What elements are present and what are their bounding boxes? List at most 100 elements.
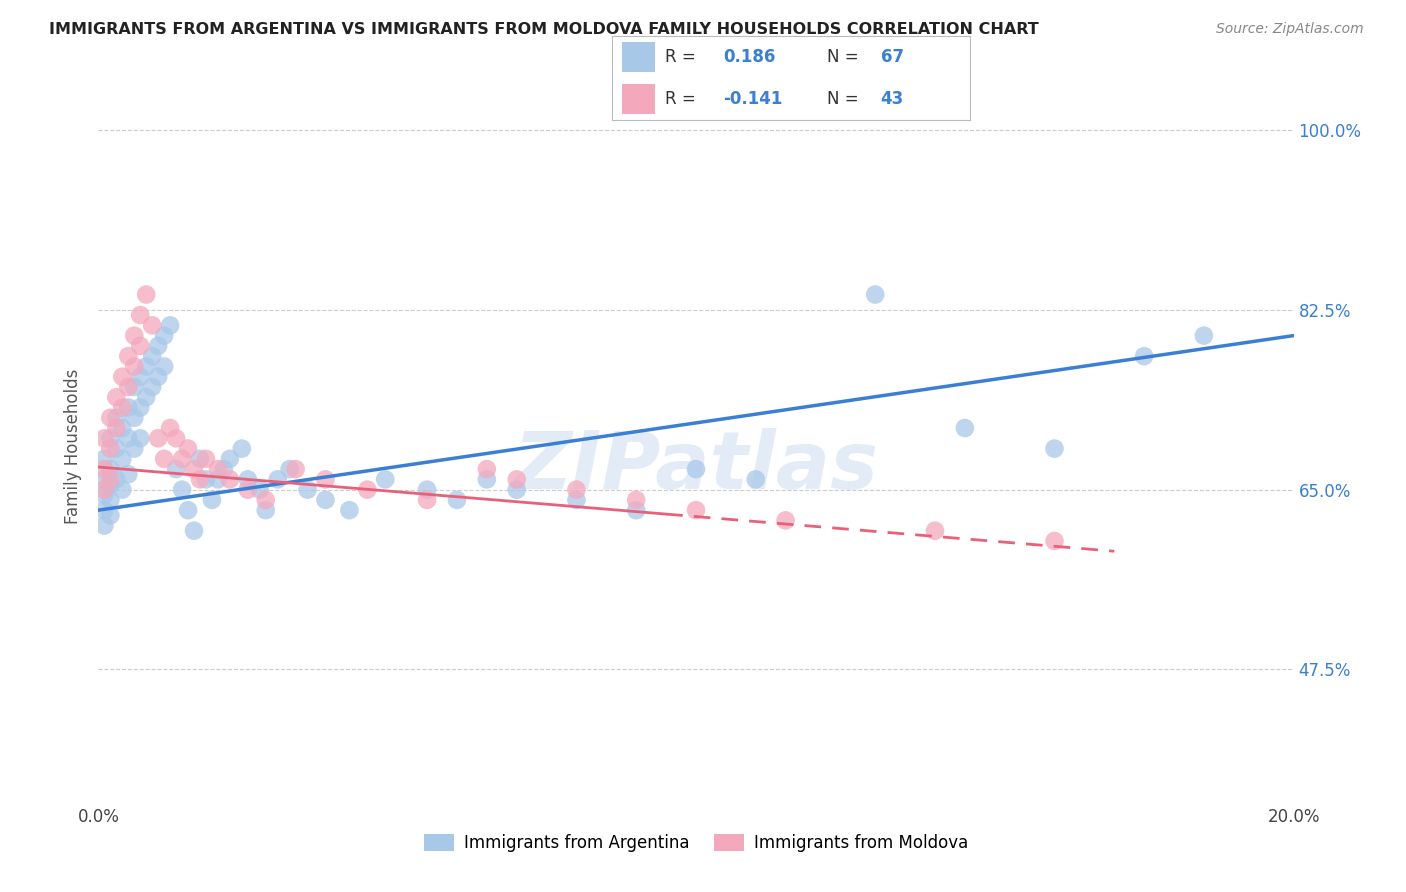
Point — [745, 472, 768, 486]
Point — [105, 390, 128, 404]
Point — [141, 380, 163, 394]
Text: IMMIGRANTS FROM ARGENTINA VS IMMIGRANTS FROM MOLDOVA FAMILY HOUSEHOLDS CORRELATI: IMMIGRANTS FROM ARGENTINA VS IMMIGRANTS … — [49, 22, 1039, 37]
Point — [124, 359, 146, 374]
Point — [219, 451, 242, 466]
Point — [475, 462, 498, 476]
Point — [135, 287, 157, 301]
Point — [254, 503, 277, 517]
Point — [129, 431, 152, 445]
Point — [124, 380, 146, 394]
Point — [506, 472, 529, 486]
Point — [141, 349, 163, 363]
Point — [207, 472, 229, 486]
Point — [129, 369, 152, 384]
Point — [153, 328, 176, 343]
Legend: Immigrants from Argentina, Immigrants from Moldova: Immigrants from Argentina, Immigrants fr… — [418, 827, 974, 859]
Point — [374, 472, 396, 486]
Point — [278, 462, 301, 476]
Point — [267, 472, 290, 486]
Text: N =: N = — [827, 90, 863, 108]
Point — [98, 477, 122, 491]
Point — [105, 410, 128, 425]
Point — [953, 421, 976, 435]
Point — [141, 318, 163, 333]
Point — [188, 451, 211, 466]
Point — [446, 492, 468, 507]
Point — [93, 483, 115, 497]
Point — [93, 488, 115, 502]
Text: R =: R = — [665, 90, 702, 108]
Point — [775, 513, 797, 527]
Point — [416, 483, 439, 497]
Point — [93, 503, 115, 517]
Point — [98, 431, 122, 445]
Point — [159, 318, 181, 333]
Point — [284, 462, 307, 476]
Point — [339, 503, 361, 517]
Point — [315, 472, 337, 486]
Point — [685, 503, 707, 517]
Bar — [623, 42, 655, 71]
Point — [153, 451, 176, 466]
Point — [297, 483, 319, 497]
Point — [93, 431, 115, 445]
Point — [165, 431, 187, 445]
Point — [254, 492, 277, 507]
Point — [177, 442, 200, 456]
Point — [172, 451, 194, 466]
Point — [111, 451, 134, 466]
Point — [924, 524, 946, 538]
Text: 0.186: 0.186 — [723, 48, 775, 66]
Y-axis label: Family Households: Family Households — [65, 368, 83, 524]
Point — [98, 472, 122, 486]
Point — [117, 431, 139, 445]
Point — [98, 410, 122, 425]
Point — [626, 503, 648, 517]
Point — [93, 462, 115, 476]
Point — [124, 328, 146, 343]
Point — [506, 483, 529, 497]
Point — [117, 401, 139, 415]
Point — [565, 492, 588, 507]
Point — [93, 472, 115, 486]
Point — [183, 524, 205, 538]
Point — [117, 380, 139, 394]
Point — [129, 308, 152, 322]
Point — [129, 339, 152, 353]
Point — [1043, 442, 1066, 456]
Point — [231, 442, 253, 456]
Point — [93, 518, 115, 533]
Point — [124, 442, 146, 456]
Point — [98, 508, 122, 523]
Point — [117, 467, 139, 482]
Point — [135, 359, 157, 374]
Text: 67: 67 — [880, 48, 904, 66]
Point — [195, 472, 218, 486]
Point — [129, 401, 152, 415]
Text: Source: ZipAtlas.com: Source: ZipAtlas.com — [1216, 22, 1364, 37]
Point — [1043, 533, 1066, 548]
Point — [416, 492, 439, 507]
Bar — [623, 85, 655, 114]
Point — [201, 492, 224, 507]
Point — [135, 390, 157, 404]
Point — [105, 421, 128, 435]
Point — [207, 462, 229, 476]
Point — [195, 451, 218, 466]
Point — [236, 472, 259, 486]
Point — [236, 483, 259, 497]
Point — [148, 369, 170, 384]
Point — [159, 421, 181, 435]
Point — [165, 462, 187, 476]
Point — [219, 472, 242, 486]
Point — [98, 462, 122, 476]
Point — [188, 472, 211, 486]
Point — [93, 451, 115, 466]
Point — [249, 483, 271, 497]
Point — [105, 442, 128, 456]
Point — [111, 421, 134, 435]
Point — [124, 410, 146, 425]
Point — [153, 359, 176, 374]
Text: N =: N = — [827, 48, 863, 66]
Point — [148, 339, 170, 353]
